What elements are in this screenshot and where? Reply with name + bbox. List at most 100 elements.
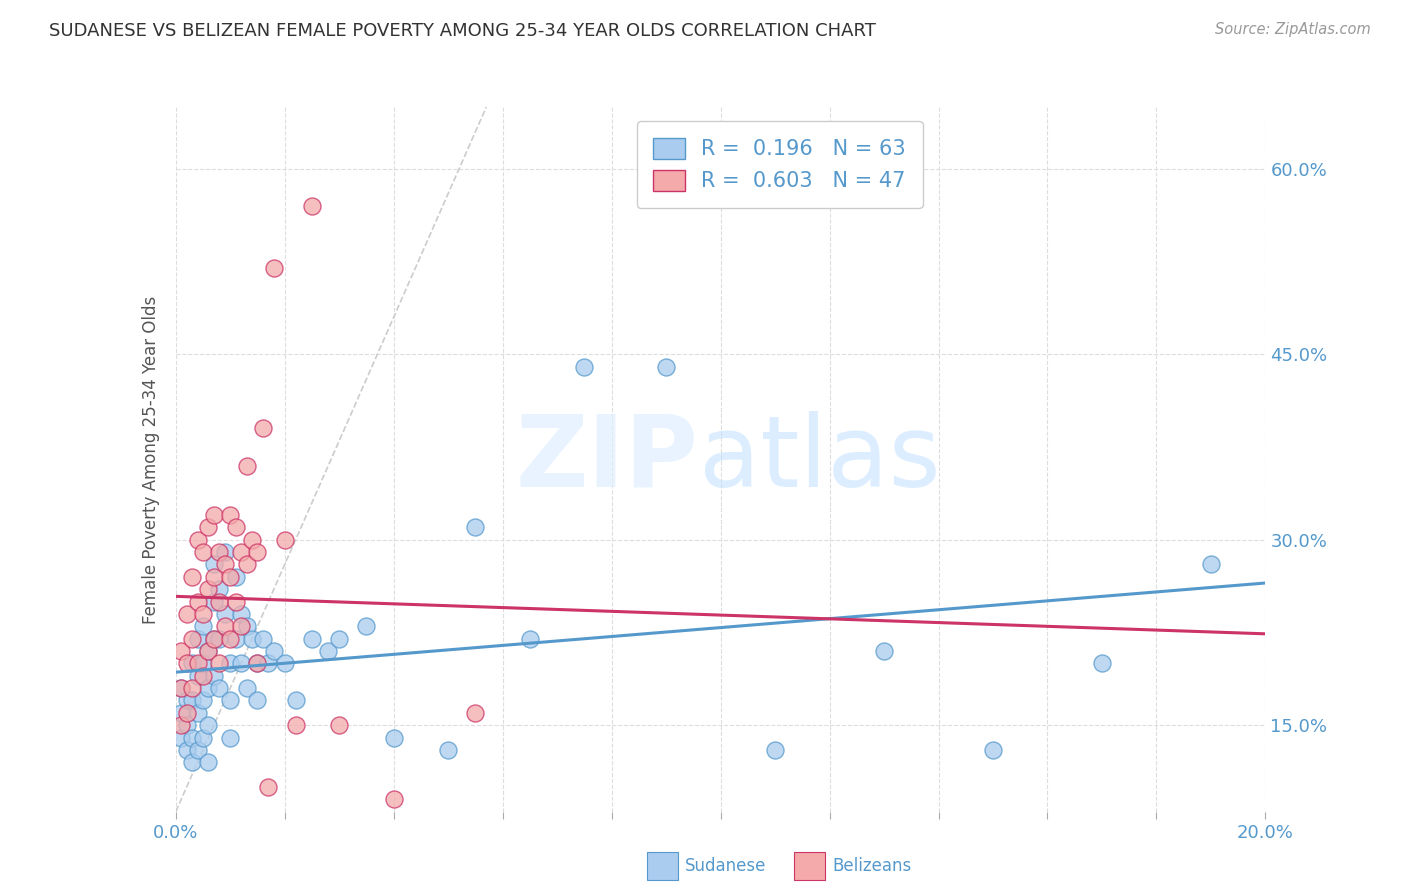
Point bbox=[186, 706, 209, 720]
Point bbox=[231, 619, 253, 633]
Point bbox=[519, 632, 541, 646]
Point bbox=[1199, 558, 1222, 572]
Point bbox=[208, 632, 231, 646]
Point bbox=[246, 693, 269, 707]
Point bbox=[246, 545, 269, 559]
Point bbox=[170, 681, 193, 695]
Text: Belizeans: Belizeans bbox=[832, 857, 911, 875]
Point bbox=[186, 533, 209, 547]
Point bbox=[219, 731, 242, 745]
Point bbox=[219, 632, 242, 646]
Point bbox=[176, 693, 198, 707]
Point bbox=[274, 533, 297, 547]
Point bbox=[318, 644, 340, 658]
Point bbox=[202, 632, 225, 646]
Point bbox=[181, 570, 204, 584]
Point bbox=[191, 607, 214, 621]
Y-axis label: Female Poverty Among 25-34 Year Olds: Female Poverty Among 25-34 Year Olds bbox=[142, 295, 160, 624]
Point bbox=[437, 743, 460, 757]
Point bbox=[208, 545, 231, 559]
Point bbox=[464, 706, 486, 720]
Point bbox=[356, 619, 378, 633]
Point bbox=[170, 681, 193, 695]
Text: ZIP: ZIP bbox=[516, 411, 699, 508]
Point bbox=[235, 681, 257, 695]
Point bbox=[202, 669, 225, 683]
Point bbox=[240, 533, 263, 547]
Point bbox=[170, 644, 193, 658]
Point bbox=[252, 421, 274, 435]
Point bbox=[214, 545, 236, 559]
Point bbox=[214, 619, 236, 633]
Point bbox=[219, 693, 242, 707]
Point bbox=[191, 545, 214, 559]
Point bbox=[235, 619, 257, 633]
Point bbox=[170, 706, 193, 720]
Point bbox=[186, 594, 209, 608]
Point bbox=[181, 681, 204, 695]
Text: atlas: atlas bbox=[699, 411, 941, 508]
Point bbox=[202, 632, 225, 646]
Point bbox=[197, 756, 219, 770]
Point bbox=[382, 792, 405, 806]
Point bbox=[464, 520, 486, 534]
Point bbox=[176, 706, 198, 720]
Point bbox=[191, 657, 214, 671]
Point bbox=[231, 607, 253, 621]
Point bbox=[197, 582, 219, 597]
Point bbox=[263, 644, 285, 658]
Point bbox=[214, 558, 236, 572]
Point bbox=[181, 756, 204, 770]
Point bbox=[181, 657, 204, 671]
Point bbox=[328, 632, 350, 646]
Point bbox=[284, 693, 307, 707]
Point bbox=[191, 731, 214, 745]
Point bbox=[202, 508, 225, 522]
Point bbox=[235, 458, 257, 473]
Point bbox=[284, 718, 307, 732]
Point bbox=[176, 743, 198, 757]
Point bbox=[231, 545, 253, 559]
Point bbox=[181, 632, 204, 646]
Point bbox=[181, 731, 204, 745]
Point bbox=[208, 582, 231, 597]
Point bbox=[191, 669, 214, 683]
Text: SUDANESE VS BELIZEAN FEMALE POVERTY AMONG 25-34 YEAR OLDS CORRELATION CHART: SUDANESE VS BELIZEAN FEMALE POVERTY AMON… bbox=[49, 22, 876, 40]
Point bbox=[186, 743, 209, 757]
Point bbox=[202, 570, 225, 584]
Point bbox=[186, 657, 209, 671]
Point bbox=[176, 718, 198, 732]
Point bbox=[191, 619, 214, 633]
Point bbox=[208, 657, 231, 671]
Point bbox=[301, 199, 323, 213]
Point bbox=[257, 657, 280, 671]
Point bbox=[181, 693, 204, 707]
Point bbox=[328, 718, 350, 732]
Point bbox=[981, 743, 1004, 757]
Point bbox=[208, 681, 231, 695]
Legend: R =  0.196   N = 63, R =  0.603   N = 47: R = 0.196 N = 63, R = 0.603 N = 47 bbox=[637, 121, 922, 208]
Point bbox=[197, 644, 219, 658]
Point bbox=[186, 632, 209, 646]
Point bbox=[246, 657, 269, 671]
Point bbox=[176, 657, 198, 671]
Point bbox=[170, 731, 193, 745]
Point bbox=[214, 607, 236, 621]
Point bbox=[197, 718, 219, 732]
Point bbox=[240, 632, 263, 646]
Point bbox=[763, 743, 786, 757]
Text: Sudanese: Sudanese bbox=[685, 857, 766, 875]
Point bbox=[301, 632, 323, 646]
Point bbox=[1091, 657, 1114, 671]
Point bbox=[202, 594, 225, 608]
Point bbox=[197, 681, 219, 695]
Point bbox=[197, 644, 219, 658]
Point bbox=[235, 558, 257, 572]
Point bbox=[219, 508, 242, 522]
Point bbox=[202, 558, 225, 572]
Point bbox=[219, 570, 242, 584]
Point bbox=[225, 632, 247, 646]
Point bbox=[231, 657, 253, 671]
Point bbox=[873, 644, 896, 658]
Point bbox=[655, 359, 678, 374]
